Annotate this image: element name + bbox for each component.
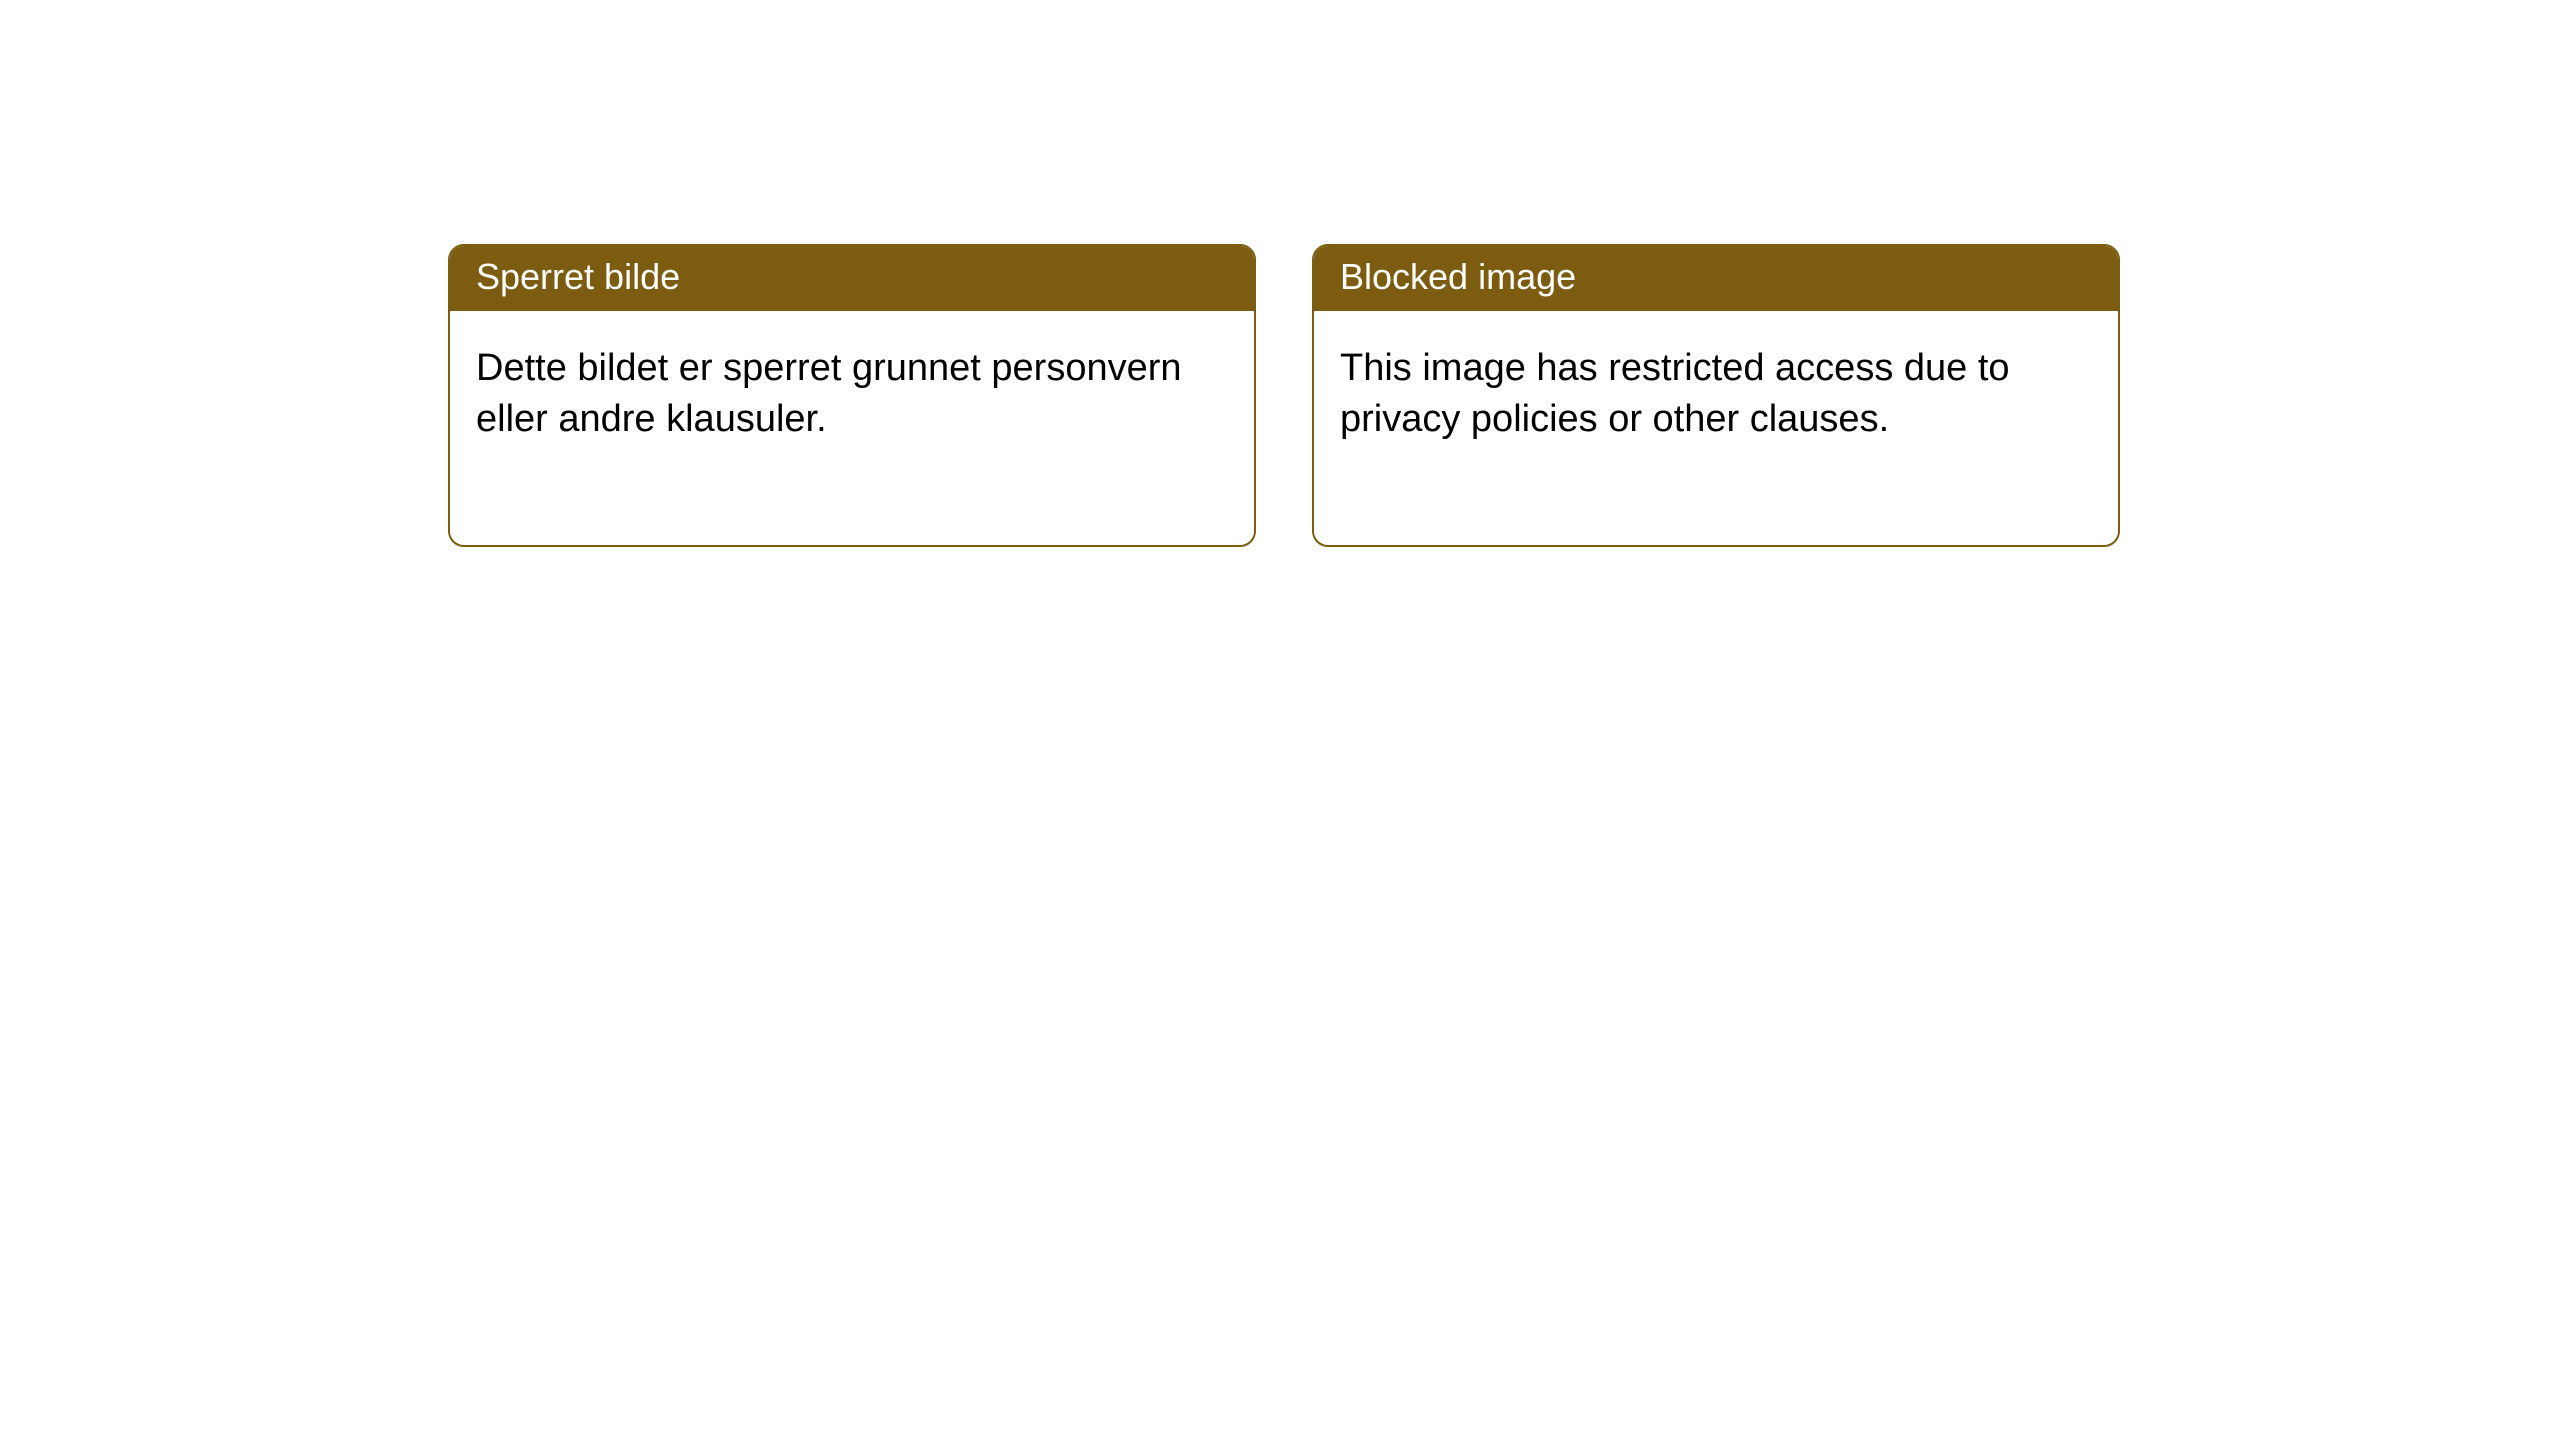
notice-body-english: This image has restricted access due to …: [1314, 311, 2118, 545]
notice-box-english: Blocked image This image has restricted …: [1312, 244, 2120, 547]
notice-box-norwegian: Sperret bilde Dette bildet er sperret gr…: [448, 244, 1256, 547]
notice-title-norwegian: Sperret bilde: [450, 246, 1254, 311]
notice-container: Sperret bilde Dette bildet er sperret gr…: [448, 244, 2120, 547]
notice-body-norwegian: Dette bildet er sperret grunnet personve…: [450, 311, 1254, 545]
notice-title-english: Blocked image: [1314, 246, 2118, 311]
